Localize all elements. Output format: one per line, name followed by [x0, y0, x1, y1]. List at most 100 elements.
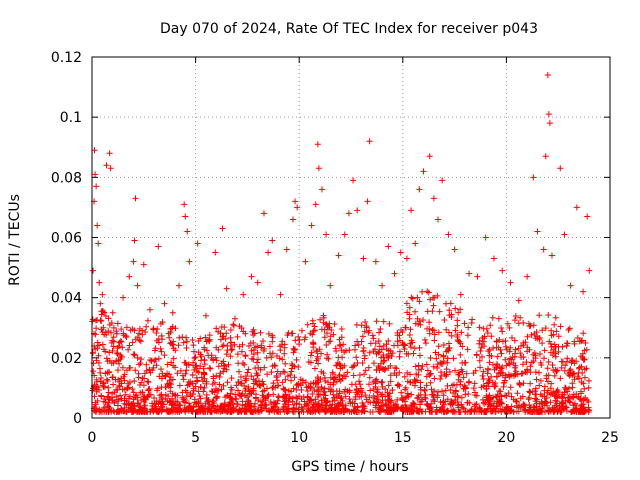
data-point — [219, 225, 226, 232]
data-point — [354, 207, 361, 214]
data-point — [260, 210, 267, 217]
data-point — [176, 282, 183, 289]
dense-band-markers — [89, 288, 593, 415]
data-point — [385, 243, 392, 250]
data-point — [292, 198, 299, 205]
data-point — [240, 291, 247, 298]
data-point — [254, 279, 261, 286]
data-point — [350, 177, 357, 184]
data-point — [534, 228, 541, 235]
data-point — [364, 198, 371, 205]
data-point — [445, 231, 452, 238]
data-point — [557, 165, 564, 172]
data-point — [134, 282, 141, 289]
data-point — [567, 282, 574, 289]
data-point — [231, 315, 238, 322]
data-point — [314, 141, 321, 148]
data-point — [408, 207, 415, 214]
roti-series — [90, 72, 593, 337]
data-point — [184, 228, 191, 235]
data-point — [403, 255, 410, 262]
chart-title: Day 070 of 2024, Rate Of TEC Index for r… — [160, 21, 538, 37]
data-point — [90, 267, 97, 274]
x-axis-label: GPS time / hours — [291, 459, 408, 475]
data-point — [542, 153, 549, 160]
x-tick-label: 0 — [88, 430, 97, 446]
data-point — [308, 222, 315, 229]
data-point — [584, 213, 591, 220]
y-axis-label: ROTI / TECUs — [7, 194, 23, 286]
data-point — [107, 165, 114, 172]
y-tick-label: 0.12 — [51, 50, 82, 66]
data-point — [277, 291, 284, 298]
data-point — [416, 186, 423, 193]
data-point — [289, 216, 296, 223]
data-point — [530, 174, 537, 181]
data-point — [318, 186, 325, 193]
data-point — [586, 267, 593, 274]
data-point — [269, 237, 276, 244]
data-point — [94, 222, 101, 229]
data-point — [397, 249, 404, 256]
data-point — [169, 309, 176, 316]
data-point — [155, 243, 162, 250]
data-point — [573, 204, 580, 211]
y-tick-label: 0.02 — [51, 351, 82, 367]
data-point — [515, 297, 522, 304]
data-point — [466, 270, 473, 277]
data-point — [412, 240, 419, 247]
data-point — [109, 309, 116, 316]
x-tick-label: 15 — [394, 430, 412, 446]
data-point — [323, 231, 330, 238]
y-tick-label: 0.04 — [51, 291, 82, 307]
data-point — [420, 168, 427, 175]
data-point — [499, 267, 506, 274]
data-point — [265, 249, 272, 256]
data-point — [248, 273, 255, 280]
data-point — [545, 111, 552, 118]
data-point — [283, 246, 290, 253]
roti-dense-band — [89, 288, 593, 415]
data-point — [345, 210, 352, 217]
data-point — [341, 231, 348, 238]
data-point — [474, 273, 481, 280]
data-point — [451, 246, 458, 253]
data-point — [130, 258, 137, 265]
data-point — [335, 252, 342, 259]
data-point — [439, 177, 446, 184]
data-point — [580, 288, 587, 295]
data-point — [524, 273, 531, 280]
data-point — [95, 240, 102, 247]
data-point — [312, 201, 319, 208]
x-axis: 0 5 10 15 20 25 — [88, 57, 619, 446]
x-tick-label: 20 — [497, 430, 515, 446]
data-point — [97, 300, 104, 307]
data-point — [548, 252, 555, 259]
data-point — [435, 216, 442, 223]
data-point — [540, 246, 547, 253]
data-point — [120, 294, 127, 301]
y-axis: 0 0.02 0.04 0.06 0.08 0.1 0.12 — [51, 50, 610, 427]
data-point — [315, 165, 322, 172]
data-point — [92, 171, 99, 178]
data-point — [181, 201, 188, 208]
data-point — [202, 312, 209, 319]
data-point — [100, 324, 107, 331]
x-tick-label: 5 — [191, 430, 200, 446]
data-point — [360, 255, 367, 262]
y-tick-label: 0.06 — [51, 231, 82, 247]
y-tick-label: 0.1 — [60, 110, 82, 126]
data-point — [490, 255, 497, 262]
data-point — [131, 237, 138, 244]
data-point — [507, 279, 514, 286]
data-point — [161, 300, 168, 307]
data-point — [430, 195, 437, 202]
data-point — [103, 162, 110, 169]
data-point — [186, 258, 193, 265]
data-point — [182, 213, 189, 220]
x-tick-label: 25 — [601, 430, 619, 446]
data-point — [140, 261, 147, 268]
data-point — [194, 240, 201, 247]
y-tick-label: 0 — [73, 411, 82, 427]
